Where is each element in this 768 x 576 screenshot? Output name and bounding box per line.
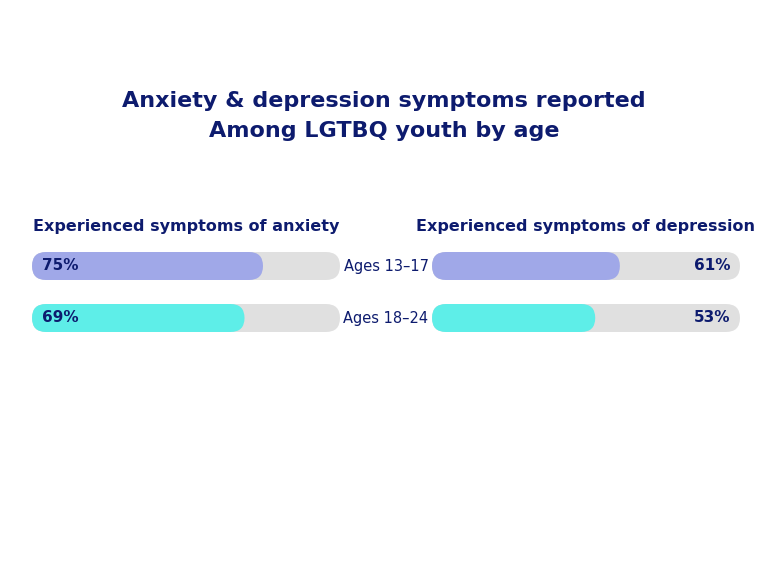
FancyBboxPatch shape bbox=[32, 304, 340, 332]
FancyBboxPatch shape bbox=[432, 304, 595, 332]
Text: 53%: 53% bbox=[694, 310, 730, 325]
Text: 75%: 75% bbox=[41, 259, 78, 274]
FancyBboxPatch shape bbox=[32, 252, 340, 280]
FancyBboxPatch shape bbox=[32, 252, 263, 280]
Text: 61%: 61% bbox=[694, 259, 730, 274]
Text: Experienced symptoms of anxiety: Experienced symptoms of anxiety bbox=[33, 218, 339, 233]
Text: Ages 18–24: Ages 18–24 bbox=[343, 310, 429, 325]
FancyBboxPatch shape bbox=[432, 252, 620, 280]
FancyBboxPatch shape bbox=[32, 304, 244, 332]
Text: Experienced symptoms of depression: Experienced symptoms of depression bbox=[416, 218, 756, 233]
Text: Ages 13–17: Ages 13–17 bbox=[343, 259, 429, 274]
FancyBboxPatch shape bbox=[432, 304, 740, 332]
FancyBboxPatch shape bbox=[432, 252, 740, 280]
Text: Anxiety & depression symptoms reported
Among LGTBQ youth by age: Anxiety & depression symptoms reported A… bbox=[122, 91, 646, 141]
Text: 69%: 69% bbox=[41, 310, 78, 325]
